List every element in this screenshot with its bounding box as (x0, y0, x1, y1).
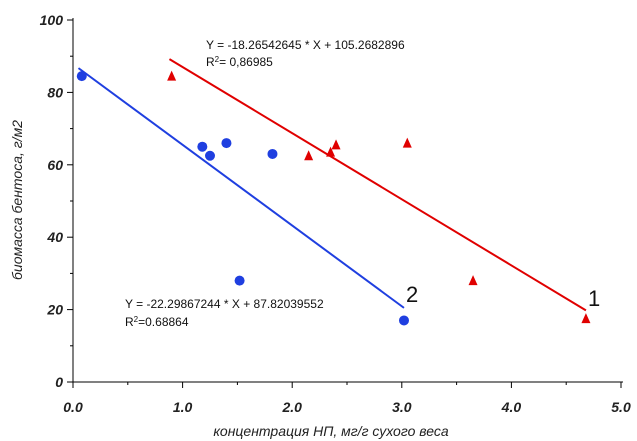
x-tick-label: 3.0 (392, 399, 412, 415)
series-2-point (267, 148, 278, 159)
series-1-fit-line (168, 58, 587, 312)
series-2-r2-value: =0.68864 (138, 315, 189, 329)
fit-lines (77, 58, 587, 312)
y-tick-label: 80 (47, 84, 63, 100)
series-2-point (76, 71, 87, 82)
series-2-point (205, 150, 215, 161)
series-1-r2-prefix: R (206, 55, 215, 69)
x-tick-label: 0.0 (63, 399, 83, 415)
series-1-r2-sup: 2 (215, 55, 220, 64)
markers (76, 70, 591, 326)
series-2-r2-prefix: R (125, 315, 134, 329)
series-1-point (468, 275, 478, 286)
series-1-point (326, 146, 336, 157)
series-2-point (221, 138, 232, 149)
series-1-point (167, 70, 177, 81)
x-tick-label: 4.0 (501, 399, 522, 415)
x-tick-label: 2.0 (281, 399, 302, 415)
series-2-point (234, 275, 245, 286)
series-2-point (197, 141, 208, 152)
x-tick-label: 5.0 (611, 399, 631, 415)
y-tick-label: 0 (55, 374, 63, 390)
series-1-r2: R2= 0,86985 (206, 55, 273, 69)
series-1-point (304, 150, 314, 161)
x-tick-label: 1.0 (173, 399, 193, 415)
series-2-point (398, 315, 409, 326)
y-tick-label: 20 (46, 302, 63, 318)
y-tick-label: 40 (46, 229, 63, 245)
series-1-tag: 1 (588, 286, 600, 311)
series-1-equation: Y = -18.26542645 * X + 105.2682896 (206, 38, 405, 52)
x-axis-title: концентрация НП, мг/г сухого веса (213, 423, 449, 439)
y-axis-title: биомасса бентоса, г/м2 (9, 120, 25, 280)
axes: 0.0 1.0 2.0 3.0 4.0 5.0 0 20 40 60 80 100 (40, 12, 631, 415)
series-2-r2-sup: 2 (134, 315, 139, 324)
y-tick-label: 60 (47, 157, 63, 173)
series-1-point (581, 313, 591, 324)
series-2-equation: Y = -22.29867244 * X + 87.82039552 (125, 297, 324, 311)
series-2-fit-line (77, 67, 405, 309)
series-2-r2: R2=0.68864 (125, 315, 189, 329)
series-1-point (331, 139, 341, 150)
series-1-point (402, 137, 412, 148)
y-tick-label: 100 (40, 12, 64, 28)
series-1-r2-value: = 0,86985 (219, 55, 273, 69)
series-2-tag: 2 (406, 282, 418, 307)
